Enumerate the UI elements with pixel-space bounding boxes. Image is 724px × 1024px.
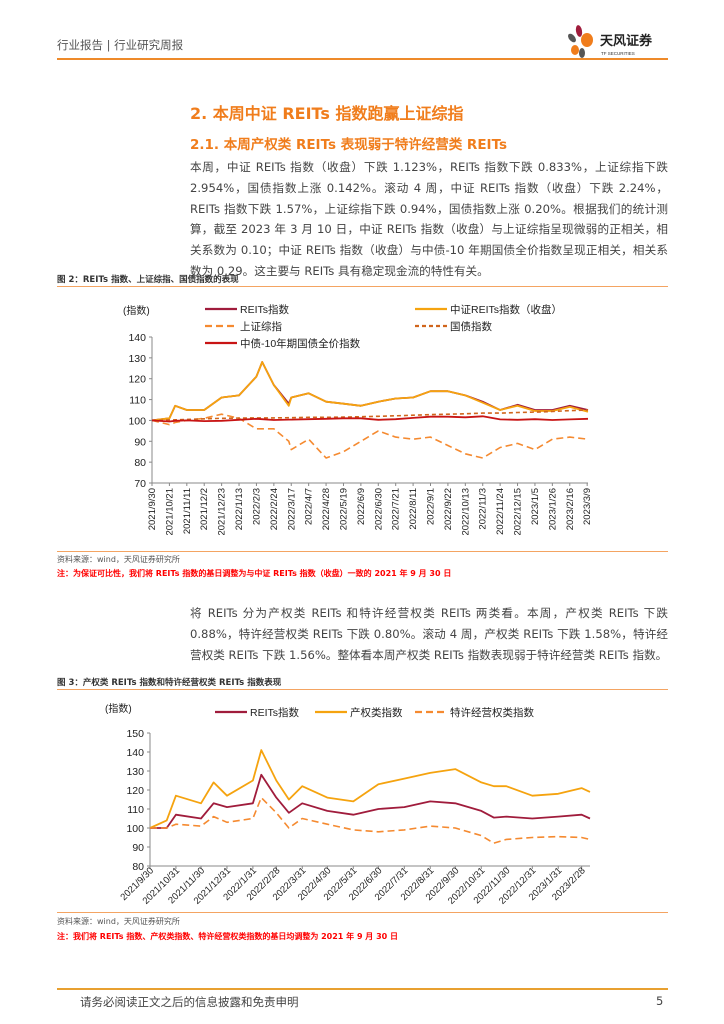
y-tick-label: 100 (126, 823, 144, 835)
legend-label-0: REITs指数 (250, 706, 300, 719)
logo-subtitle: TF SECURITIES (601, 51, 635, 56)
y-tick-label: 120 (128, 374, 146, 386)
figure-2-note: 注：为保证可比性，我们将 REITs 指数的基日调整为与中证 REITs 指数（… (57, 569, 452, 578)
x-tick-label: 2022/7/21 (391, 488, 402, 530)
figure-2-title: 图 2：REITs 指数、上证综指、国债指数的表现 (57, 275, 239, 285)
figure-3-source: 资料来源：wind，天风证券研究所 (57, 917, 180, 926)
x-tick-label: 2022/12/15 (513, 488, 524, 536)
y-tick-label: 110 (129, 395, 146, 407)
y-tick-label: 100 (128, 415, 146, 427)
y-tick-label: 120 (126, 785, 144, 797)
paragraph-2: 将 REITs 分为产权类 REITs 和特许经营权类 REITs 两类看。本周… (190, 606, 668, 662)
x-tick-label: 2022/5/19 (338, 488, 349, 530)
x-tick-label: 2021/9/30 (147, 488, 158, 530)
y-tick-label: 90 (134, 436, 146, 448)
legend-label-2: 上证综指 (240, 320, 282, 333)
y-tick-label: 110 (127, 804, 144, 816)
paragraph-1: 本周，中证 REITs 指数（收盘）下跌 1.123%，REITs 指数下跌 0… (190, 160, 668, 278)
x-tick-label: 2022/6/30 (373, 488, 384, 530)
x-tick-label: 2023/2/16 (565, 488, 576, 530)
logo-name: 天风证券 (600, 33, 653, 48)
x-tick-label: 2022/4/28 (321, 488, 332, 530)
section-heading: 2. 本周中证 REITs 指数跑赢上证综指 (190, 104, 464, 123)
x-tick-label: 2022/2/3 (251, 488, 262, 525)
legend-label-4: 中债-10年期国债全价指数 (240, 337, 361, 350)
y-tick-label: 80 (134, 457, 146, 469)
series-line-1 (149, 749, 591, 829)
y-axis-label: (指数) (123, 304, 150, 317)
series-line-4 (151, 415, 589, 423)
header-divider (57, 58, 668, 60)
x-tick-label: 2022/8/11 (408, 488, 419, 530)
y-tick-label: 90 (132, 842, 144, 854)
tf-securities-logo: 天风证券 TF SECURITIES (567, 24, 667, 58)
legend-label-1: 中证REITs指数（收盘） (450, 303, 562, 316)
x-tick-label: 2023/1/5 (530, 488, 541, 525)
page-number: 5 (656, 994, 664, 1008)
series-line-3 (151, 409, 589, 422)
x-tick-label: 2022/11/3 (478, 488, 489, 530)
legend-label-3: 国债指数 (450, 320, 492, 333)
disclaimer-footer: 请务必阅读正文之后的信息披露和免责申明 (80, 995, 299, 1009)
figure-3-bottom-divider (57, 912, 668, 913)
x-tick-label: 2022/2/24 (269, 488, 280, 530)
x-tick-label: 2021/12/2 (199, 488, 210, 530)
x-tick-label: 2023/1/26 (547, 488, 558, 530)
figure-3-title: 图 3：产权类 REITs 指数和特许经营权类 REITs 指数表现 (57, 678, 282, 688)
figure-3-note: 注：我们将 REITs 指数、产权类指数、特许经营权类指数的基日均调整为 202… (57, 932, 399, 941)
y-tick-label: 140 (128, 332, 146, 344)
legend-label-2: 特许经营权类指数 (450, 706, 534, 719)
figure-3-chart: (指数)80901001101201301401502021/9/302021/… (105, 702, 591, 907)
y-axis-label: (指数) (105, 702, 132, 715)
x-tick-label: 2022/10/13 (460, 488, 471, 536)
footer-divider (57, 988, 668, 990)
y-tick-label: 130 (128, 353, 146, 365)
y-tick-label: 130 (126, 766, 144, 778)
logo-petals-icon: 天风证券 TF SECURITIES (568, 25, 653, 58)
x-tick-label: 2021/10/21 (164, 488, 175, 536)
y-tick-label: 70 (134, 478, 146, 490)
report-type-header: 行业报告 | 行业研究周报 (57, 38, 184, 52)
subsection-heading: 2.1. 本周产权类 REITs 表现弱于特许经营类 REITs (190, 137, 508, 153)
x-tick-label: 2022/9/1 (426, 488, 437, 525)
x-tick-label: 2021/12/23 (217, 488, 228, 536)
x-tick-label: 2022/1/13 (234, 488, 245, 530)
y-tick-label: 80 (132, 861, 144, 873)
figure-2-bottom-divider (57, 551, 668, 552)
legend-label-1: 产权类指数 (350, 706, 403, 719)
series-line-2 (151, 413, 589, 459)
legend-label-0: REITs指数 (240, 303, 290, 316)
figure-2-top-divider (57, 286, 668, 287)
x-tick-label: 2023/3/9 (582, 488, 593, 525)
figure-2-chart: (指数) 70 80 90 100 110 120 130 140 2021/9/30 2021/1… (123, 303, 593, 536)
series-line-1 (151, 361, 589, 422)
series-line-2 (150, 796, 591, 844)
figure-2-source: 资料来源：wind，天风证券研究所 (57, 555, 180, 564)
x-tick-label: 2021/11/11 (182, 488, 193, 534)
x-tick-label: 2022/4/7 (304, 488, 315, 525)
figure-3-top-divider (57, 689, 668, 690)
y-tick-label: 140 (126, 747, 144, 759)
x-tick-label: 2022/6/9 (356, 488, 367, 525)
x-tick-label: 2022/9/22 (443, 488, 454, 530)
x-tick-label: 2022/11/24 (495, 488, 506, 535)
x-tick-label: 2022/3/17 (286, 488, 297, 530)
series-line-0 (150, 773, 591, 829)
y-tick-label: 150 (126, 728, 144, 740)
series-line-0 (151, 361, 589, 422)
